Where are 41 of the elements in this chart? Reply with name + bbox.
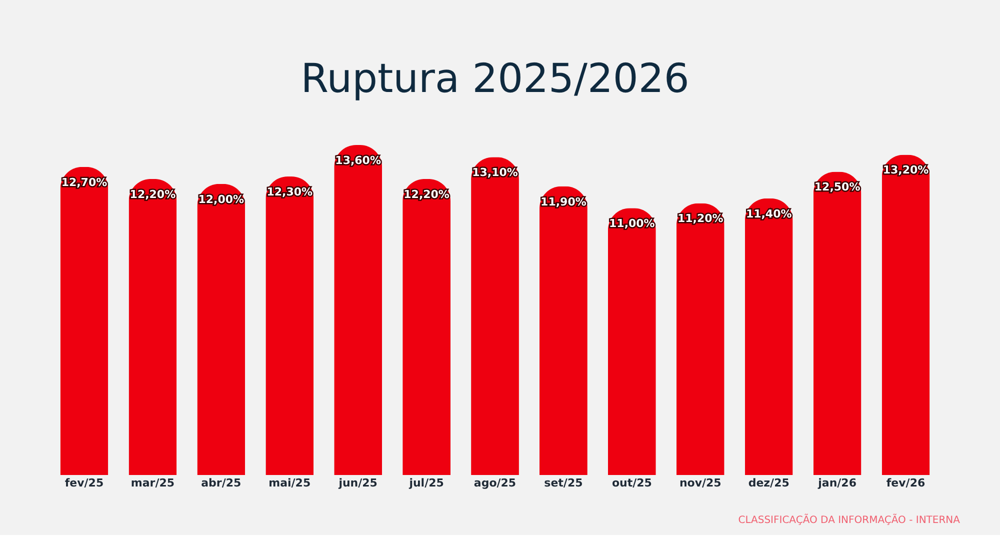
bar [676,203,724,475]
x-tick-label: mai/25 [268,476,311,490]
text: CLASSIFICAÇÃO DA INFORMAÇÃO - INTERNA [738,513,960,526]
data-label: 12,70% [61,176,108,189]
x-tick-label: abr/25 [201,476,242,490]
x-tick-label: ago/25 [474,476,516,490]
bar [744,198,793,475]
data-label: 12,50% [814,180,860,194]
bar [334,145,382,475]
bar [266,176,314,475]
bar [540,186,588,475]
bar [608,208,656,475]
x-tick-label: fev/26 [886,476,926,490]
data-label: 12,30% [266,186,313,199]
data-label: 11,00% [609,217,655,230]
bar [128,178,177,475]
data-label: 13,10% [472,166,518,180]
data-label: 12,00% [198,192,244,206]
bar [813,172,862,475]
data-label: 11,90% [540,195,586,208]
data-label: 11,20% [677,212,724,226]
x-tick-label: out/25 [612,476,652,490]
x-tick-label: mar/25 [130,476,175,490]
bar [402,178,450,475]
bar [882,154,930,475]
data-label: 12,20% [130,188,176,201]
x-tick-label: dez/25 [748,476,790,490]
data-label: 13,20% [882,164,929,177]
x-tick-label: jul/25 [408,476,444,490]
bar [60,166,108,475]
data-label: 12,20% [404,188,450,201]
x-tick-label: fev/25 [64,476,104,490]
data-label: 11,40% [746,207,792,220]
bar [197,184,246,475]
x-tick-label: jan/26 [817,476,857,490]
chart-title: Ruptura 2025/2026 [300,56,690,102]
x-tick-label: set/25 [544,476,583,490]
bar [471,157,519,475]
x-tick-label: nov/25 [679,476,722,490]
x-tick-label: jun/25 [338,476,378,490]
data-label: 13,60% [335,154,381,167]
